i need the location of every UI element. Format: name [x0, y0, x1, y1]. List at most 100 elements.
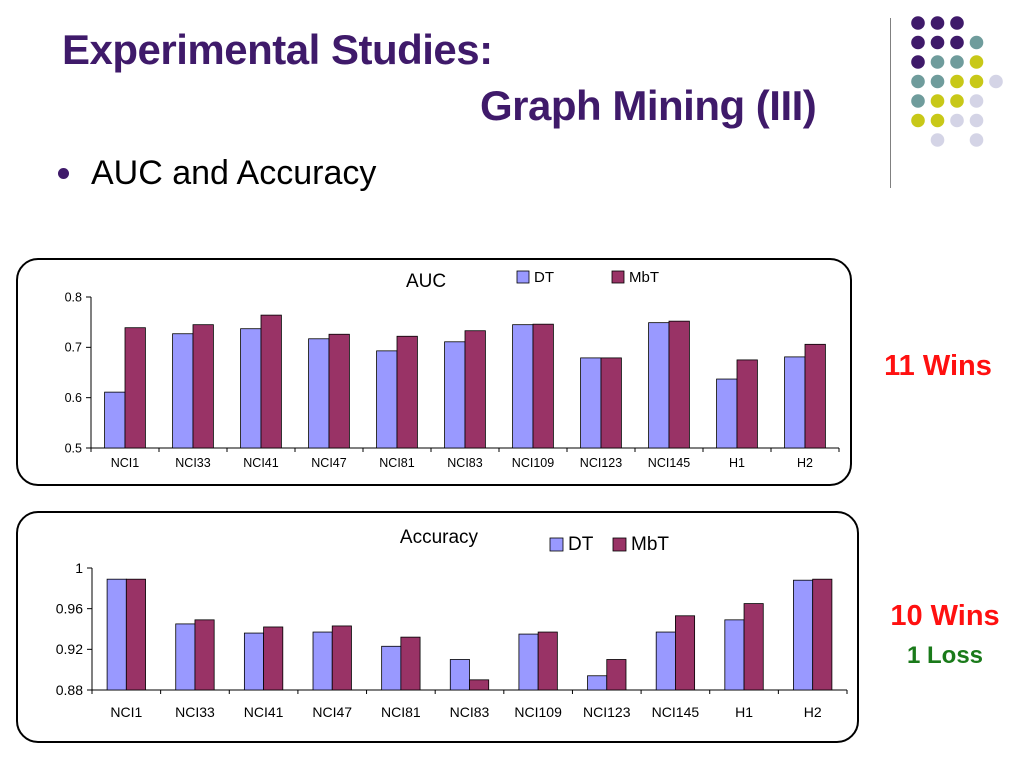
- decor-dot-yellow: [969, 55, 984, 69]
- decor-dot-purple: [950, 16, 964, 30]
- x-tick-label: NCI81: [379, 456, 414, 470]
- slide-title-line1: Experimental Studies:: [62, 26, 493, 73]
- title-divider: [890, 18, 891, 188]
- bar-dt-nci1: [106, 578, 127, 691]
- x-tick-label: NCI33: [175, 456, 210, 470]
- bar-dt-nci81: [381, 645, 402, 691]
- legend-label-mbt: MbT: [629, 269, 659, 286]
- y-tick-label: 0.92: [56, 641, 83, 657]
- legend-swatch-mbt: [611, 270, 625, 284]
- legend-swatch-dt: [549, 537, 564, 552]
- auc-wins-label: 11 Wins: [884, 350, 992, 382]
- bar-mbt-h1: [743, 603, 764, 691]
- bullet-item: AUC and Accuracy: [58, 154, 376, 193]
- bar-dt-nci33: [172, 333, 194, 449]
- x-tick-label: NCI1: [110, 704, 142, 720]
- decor-dot-yellow: [930, 113, 945, 128]
- y-tick-label: 1: [75, 560, 83, 576]
- x-tick-label: NCI47: [311, 456, 346, 470]
- bar-mbt-nci145: [675, 615, 696, 691]
- accuracy-bar-chart: Accuracy DT MbT 0.88 0.92 0.96 1 NCI1 NCI33 NCI41…: [56, 527, 848, 720]
- x-tick-label: NCI47: [312, 704, 352, 720]
- bar-mbt-h2: [812, 578, 833, 691]
- x-tick-label: NCI145: [652, 704, 700, 720]
- bar-dt-nci145: [648, 322, 670, 449]
- x-tick-label: NCI81: [381, 704, 421, 720]
- decor-dot-purple: [911, 16, 925, 30]
- x-tick-label: NCI123: [583, 704, 631, 720]
- bar-mbt-nci81: [400, 636, 421, 691]
- decor-dot-purple: [911, 35, 925, 50]
- bar-mbt-nci33: [194, 619, 215, 691]
- x-tick-label: H1: [735, 704, 753, 720]
- decor-dot-teal: [930, 55, 945, 69]
- accuracy-chart-panel: Accuracy DT MbT 0.88 0.92 0.96 1 NCI1 NCI33 NCI41…: [16, 511, 859, 743]
- bar-dt-h2: [793, 579, 814, 691]
- decor-dot-yellow: [911, 113, 925, 128]
- bar-mbt-nci41: [263, 626, 284, 691]
- legend-label-mbt: MbT: [631, 534, 669, 555]
- x-tick-label: H1: [729, 456, 745, 470]
- y-tick-label: 0.8: [65, 290, 82, 304]
- x-tick-label: NCI41: [243, 456, 278, 470]
- decor-dot-lilac: [950, 113, 964, 128]
- decor-dot-lilac: [969, 94, 984, 108]
- decor-dot-lilac: [969, 113, 984, 128]
- bar-dt-nci83: [449, 659, 470, 691]
- chart-title: AUC: [406, 271, 446, 292]
- slide-title-line2: Graph Mining (III): [480, 82, 817, 129]
- x-tick-label: NCI83: [450, 704, 490, 720]
- legend-label-dt: DT: [534, 269, 554, 286]
- bar-mbt-nci123: [600, 357, 622, 449]
- chart-title: Accuracy: [400, 527, 479, 548]
- decor-dot-yellow: [969, 74, 984, 89]
- bar-dt-nci1: [104, 391, 126, 449]
- bar-dt-h2: [784, 356, 806, 449]
- decor-dot-purple: [930, 16, 945, 30]
- bar-mbt-nci83: [464, 330, 486, 449]
- decor-dot-lilac: [930, 133, 945, 147]
- bullet-text: AUC and Accuracy: [91, 154, 377, 192]
- bar-mbt-nci81: [396, 335, 418, 449]
- bar-dt-nci123: [587, 675, 608, 691]
- bar-dt-nci123: [580, 357, 602, 449]
- bar-dt-nci47: [308, 338, 330, 449]
- x-tick-label: H2: [797, 456, 813, 470]
- bar-mbt-nci123: [606, 659, 627, 691]
- decor-dot-yellow: [950, 74, 964, 89]
- bar-mbt-nci83: [469, 679, 490, 691]
- bar-dt-nci47: [312, 631, 333, 691]
- legend-swatch-mbt: [612, 537, 627, 552]
- bar-mbt-nci109: [537, 631, 558, 691]
- bar-mbt-nci1: [124, 327, 146, 449]
- x-tick-label: NCI109: [514, 704, 562, 720]
- decor-dot-purple: [950, 35, 964, 50]
- y-tick-label: 0.5: [65, 441, 82, 455]
- bar-dt-nci109: [512, 324, 534, 449]
- bar-mbt-nci47: [331, 625, 352, 691]
- bar-dt-nci41: [243, 632, 264, 691]
- y-tick-label: 0.6: [65, 391, 82, 405]
- y-tick-label: 0.88: [56, 682, 83, 698]
- legend-label-dt: DT: [568, 534, 594, 555]
- legend-swatch-dt: [516, 270, 530, 284]
- bar-mbt-h1: [736, 359, 758, 449]
- auc-chart-panel: AUC DT MbT 0.5 0.6 0.7 0.8 NCI1 NCI33 NCI41 NCI47 N…: [16, 258, 852, 486]
- decor-dot-teal: [950, 55, 964, 69]
- bar-mbt-h2: [804, 343, 826, 449]
- bar-dt-nci41: [240, 328, 262, 449]
- x-tick-label: NCI1: [111, 456, 140, 470]
- y-tick-label: 0.96: [56, 601, 83, 617]
- decor-dot-purple: [930, 35, 945, 50]
- decor-dot-lilac: [989, 74, 1003, 89]
- bullet-dot-icon: [58, 168, 69, 179]
- decor-dot-purple: [911, 55, 925, 69]
- decor-dot-teal: [911, 74, 925, 89]
- bar-mbt-nci41: [260, 314, 282, 449]
- decor-dot-teal: [930, 74, 945, 89]
- decor-dot-teal: [969, 35, 984, 50]
- x-tick-label: NCI83: [447, 456, 482, 470]
- x-tick-label: H2: [804, 704, 822, 720]
- bar-mbt-nci145: [668, 320, 690, 449]
- x-tick-label: NCI145: [648, 456, 690, 470]
